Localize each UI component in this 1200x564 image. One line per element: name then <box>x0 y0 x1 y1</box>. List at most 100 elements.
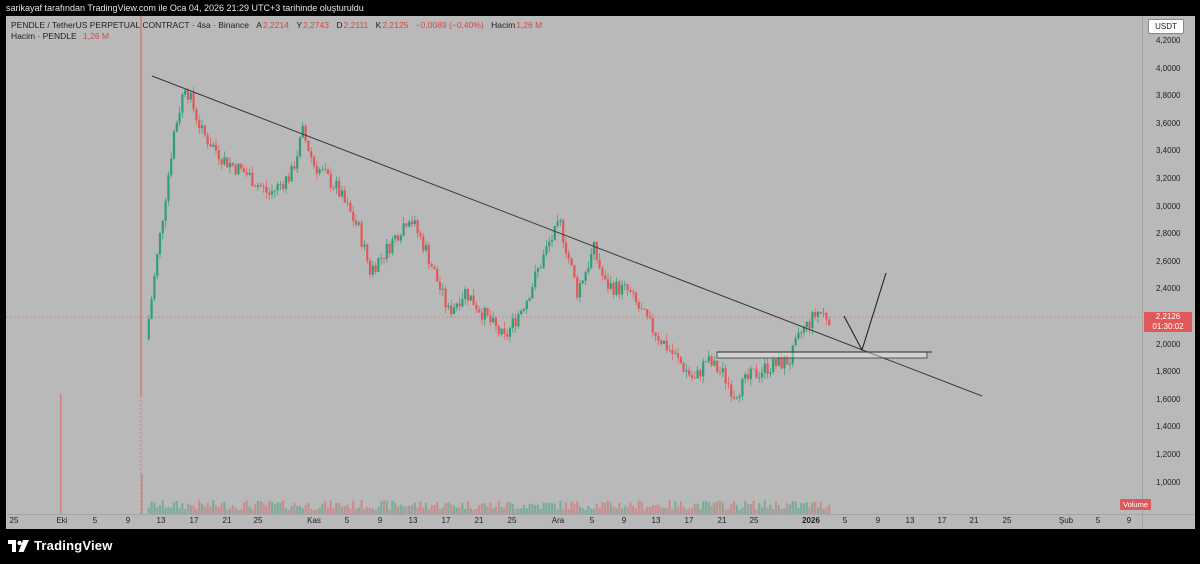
candle-body <box>735 397 738 399</box>
candle-body <box>405 223 408 227</box>
price-axis[interactable] <box>1142 16 1195 514</box>
candle-body <box>531 287 534 299</box>
candle-body <box>808 321 811 329</box>
candle-body <box>483 307 486 320</box>
candle-body <box>374 265 377 272</box>
volume-bar <box>220 503 223 514</box>
candle-body <box>534 271 537 288</box>
candle-body <box>153 275 156 299</box>
volume-bar <box>212 500 215 514</box>
candle-body <box>466 288 470 301</box>
candle-body <box>679 357 682 364</box>
tradingview-logo[interactable]: TradingView <box>8 538 113 553</box>
candle-body <box>475 304 478 310</box>
candle-body <box>410 221 414 225</box>
chart-pane[interactable]: PENDLE / TetherUS PERPETUAL CONTRACT · 4… <box>6 16 1142 514</box>
time-tick: 21 <box>222 516 232 525</box>
candle-body <box>338 180 341 197</box>
candle-body <box>573 265 576 278</box>
candle-body <box>632 292 635 293</box>
volume-legend[interactable]: Hacim · PENDLE 1,26 M <box>11 31 109 41</box>
support-zone-box[interactable] <box>716 351 928 359</box>
candle-body <box>668 350 671 351</box>
candle-body <box>620 284 624 295</box>
volume-bar <box>385 500 388 514</box>
price-tick: 3,2000 <box>1156 174 1181 183</box>
candle-body <box>441 288 444 290</box>
volume-bar <box>290 506 293 514</box>
volume-bar <box>189 505 192 514</box>
volume-bar <box>668 500 671 514</box>
candle-body <box>413 220 416 225</box>
time-tick: 5 <box>344 516 350 525</box>
volume-bar <box>184 509 187 514</box>
candle-body <box>310 151 313 157</box>
candle-body <box>674 353 677 355</box>
tradingview-wordmark: TradingView <box>34 538 113 553</box>
volume-bar <box>802 503 806 514</box>
candle-body <box>506 333 509 337</box>
downtrend-line[interactable] <box>151 75 983 397</box>
volume-bar <box>304 504 307 514</box>
candle-body <box>335 180 338 189</box>
candle-body <box>822 312 825 314</box>
candle-body <box>433 266 436 270</box>
candle-body <box>732 396 736 399</box>
volume-bar <box>587 505 590 514</box>
currency-button[interactable]: USDT <box>1148 19 1184 34</box>
candle-body <box>548 241 551 247</box>
price-tick: 2,4000 <box>1156 284 1181 294</box>
candlestick-chart[interactable] <box>6 16 1142 514</box>
volume-bar <box>783 508 786 514</box>
candle-body <box>240 163 243 169</box>
candle-body <box>178 112 181 123</box>
volume-bar <box>769 504 772 514</box>
time-tick: Kas <box>307 516 321 525</box>
volume-bar <box>374 509 377 514</box>
candle-body <box>567 253 570 259</box>
volume-bar <box>251 509 254 514</box>
candle-body <box>399 235 402 241</box>
candle-body <box>184 90 187 95</box>
current-price-value: 2,2126 <box>1155 312 1181 321</box>
volume-bar <box>791 501 794 514</box>
volume-bar <box>416 507 419 514</box>
volume-bar <box>828 504 831 514</box>
volume-bar <box>480 503 484 514</box>
candle-body <box>312 156 316 166</box>
volume-bar <box>203 506 206 514</box>
volume-bar <box>452 505 456 514</box>
axis-corner[interactable] <box>1142 514 1195 529</box>
time-tick: 5 <box>589 516 595 525</box>
volume-bar <box>172 502 176 514</box>
candle-body <box>724 368 727 384</box>
volume-bar <box>354 509 358 514</box>
candle-body <box>489 315 492 323</box>
volume-bar <box>567 509 570 514</box>
volume-bar <box>707 502 710 514</box>
candle-body <box>629 290 632 293</box>
symbol-legend[interactable]: PENDLE / TetherUS PERPETUAL CONTRACT · 4… <box>11 20 542 30</box>
time-tick: Şub <box>1058 516 1074 525</box>
volume-bar <box>553 503 556 514</box>
time-axis[interactable] <box>6 514 1142 529</box>
volume-bar <box>293 502 296 514</box>
volume-bar <box>690 508 694 514</box>
volume-bar <box>763 500 766 514</box>
candle-body <box>651 318 654 333</box>
candle-body <box>581 280 584 284</box>
candle-body <box>609 283 612 289</box>
projection-arrow-path[interactable] <box>843 272 887 352</box>
candle-body <box>791 345 794 364</box>
candle-body <box>321 169 324 170</box>
volume-bar <box>195 508 198 514</box>
volume-bar <box>797 507 800 514</box>
candle-body <box>634 292 638 303</box>
volume-bar <box>405 506 408 514</box>
candle-body <box>777 356 780 366</box>
volume-bar <box>713 502 716 514</box>
candle-body <box>284 176 288 190</box>
volume-bar <box>696 503 699 514</box>
candle-body <box>354 220 358 225</box>
